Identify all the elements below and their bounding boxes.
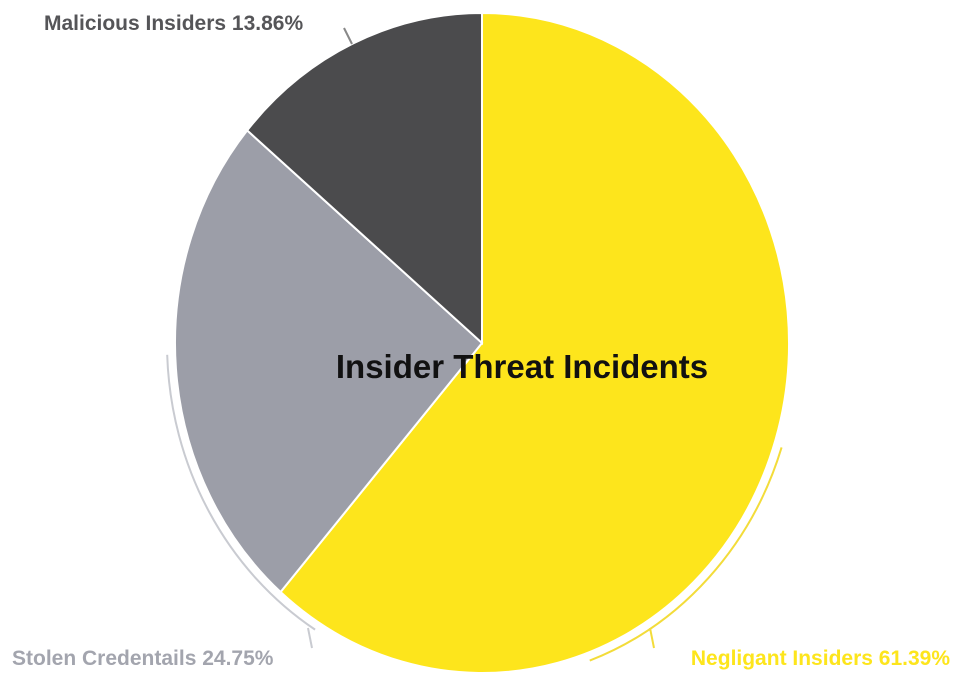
leader-negligant-insiders	[649, 627, 655, 649]
leader-stolen-credentials	[307, 627, 313, 649]
slice-stolen-credentials	[174, 128, 484, 594]
bracket-stolen-credentials	[166, 354, 316, 631]
leader-malicious-insiders	[343, 27, 353, 45]
slice-labels: Negligant Insiders 61.39% Stolen Credent…	[12, 12, 950, 670]
bracket-negligant-insiders	[589, 447, 783, 662]
slice-label-malicious-insiders: Malicious Insiders 13.86%	[44, 12, 303, 35]
chart-title: Insider Threat Incidents	[336, 348, 708, 385]
slice-negligant-insiders	[279, 11, 790, 673]
slice-malicious-insiders	[245, 11, 483, 346]
label-brackets	[166, 27, 783, 662]
slice-label-negligant-insiders: Negligant Insiders 61.39%	[691, 647, 950, 670]
pie-slices	[174, 11, 790, 673]
slice-label-stolen-credentials: Stolen Credentails 24.75%	[12, 647, 274, 670]
